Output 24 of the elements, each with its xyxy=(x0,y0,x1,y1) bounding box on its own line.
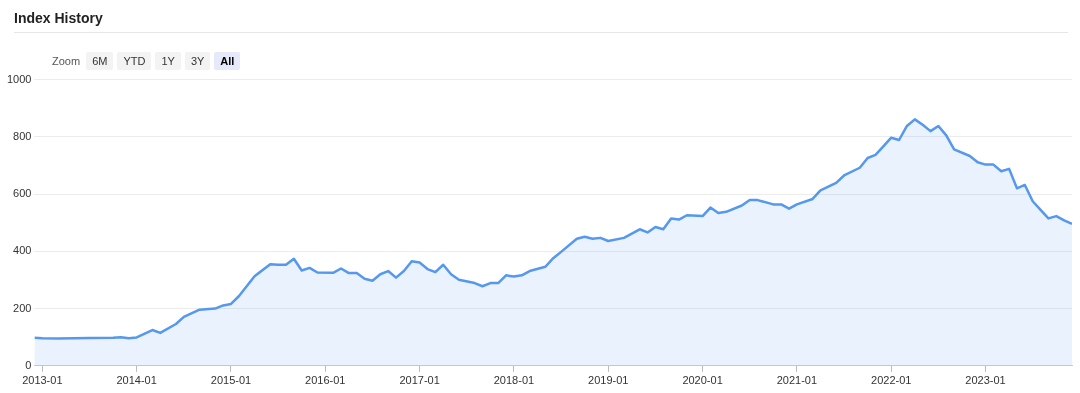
text: Zoom xyxy=(51,54,82,69)
y-tick-label: 200 xyxy=(13,301,32,314)
text: All xyxy=(214,52,241,70)
x-tick-label: 2016-01 xyxy=(305,374,346,387)
y-tick-label: 800 xyxy=(13,129,32,142)
x-tick-label: 2013-01 xyxy=(22,374,63,387)
x-tick-label: 2017-01 xyxy=(399,374,440,387)
y-tick-label: 0 xyxy=(25,358,32,371)
text: YTD xyxy=(117,52,152,70)
x-tick-label: 2023-01 xyxy=(965,374,1006,387)
x-tick-label: 2021-01 xyxy=(776,374,818,387)
y-tick-label: 400 xyxy=(13,244,32,257)
y-tick-label: 1000 xyxy=(6,72,32,85)
y-tick-label: 600 xyxy=(13,187,32,200)
text: 3Y xyxy=(184,52,211,70)
text: 6M xyxy=(86,52,114,70)
x-tick-label: 2015-01 xyxy=(210,374,252,387)
text: 1Y xyxy=(155,52,181,70)
x-tick-label: 2019-01 xyxy=(588,374,629,387)
x-tick-label: 2020-01 xyxy=(682,374,723,387)
chart-title: Index History xyxy=(14,10,103,26)
x-tick-label: 2014-01 xyxy=(116,374,157,387)
x-tick-label: 2018-01 xyxy=(493,374,535,387)
x-tick-label: 2022-01 xyxy=(871,374,912,387)
